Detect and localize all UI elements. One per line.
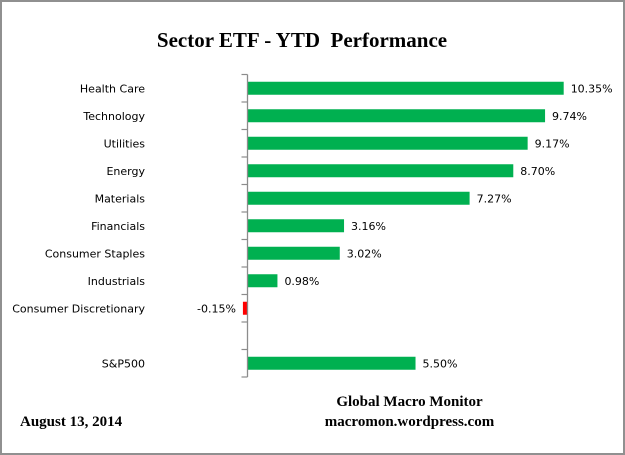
source-name: Global Macro Monitor <box>336 394 483 410</box>
value-label-materials: 7.27% <box>477 192 512 205</box>
bar-industrials <box>247 274 278 288</box>
category-label-s-p500: S&P500 <box>102 357 145 370</box>
value-label-s-p500: 5.50% <box>423 357 458 370</box>
category-label-energy: Energy <box>106 165 145 178</box>
bar-s-p500 <box>247 356 416 370</box>
value-label-industrials: 0.98% <box>284 275 319 288</box>
bar-utilities <box>247 136 528 150</box>
category-label-health-care: Health Care <box>80 82 145 95</box>
chart-title: Sector ETF - YTD Performance <box>156 28 448 52</box>
category-label-financials: Financials <box>91 220 145 233</box>
value-label-health-care: 10.35% <box>571 82 613 95</box>
date-label: August 13, 2014 <box>20 414 123 430</box>
source-block: Global Macro Monitor macromon.wordpress.… <box>322 392 497 432</box>
bar-materials <box>247 191 470 205</box>
bar-financials <box>247 219 345 233</box>
bar-technology <box>247 109 546 123</box>
category-label-technology: Technology <box>82 110 145 123</box>
bar-consumer-discretionary <box>242 301 248 315</box>
category-label-materials: Materials <box>95 192 146 205</box>
value-label-consumer-discretionary: -0.15% <box>197 302 236 315</box>
bar-health-care <box>247 81 564 95</box>
category-label-industrials: Industrials <box>88 275 146 288</box>
category-label-consumer-staples: Consumer Staples <box>45 247 145 260</box>
bar-consumer-staples <box>247 246 340 260</box>
category-label-consumer-discretionary: Consumer Discretionary <box>12 302 145 315</box>
value-label-technology: 9.74% <box>552 110 587 123</box>
value-label-financials: 3.16% <box>351 220 386 233</box>
value-label-energy: 8.70% <box>520 165 555 178</box>
source-url: macromon.wordpress.com <box>324 414 495 430</box>
category-label-utilities: Utilities <box>104 137 146 150</box>
value-label-consumer-staples: 3.02% <box>347 247 382 260</box>
bar-energy <box>247 164 514 178</box>
value-label-utilities: 9.17% <box>535 137 570 150</box>
